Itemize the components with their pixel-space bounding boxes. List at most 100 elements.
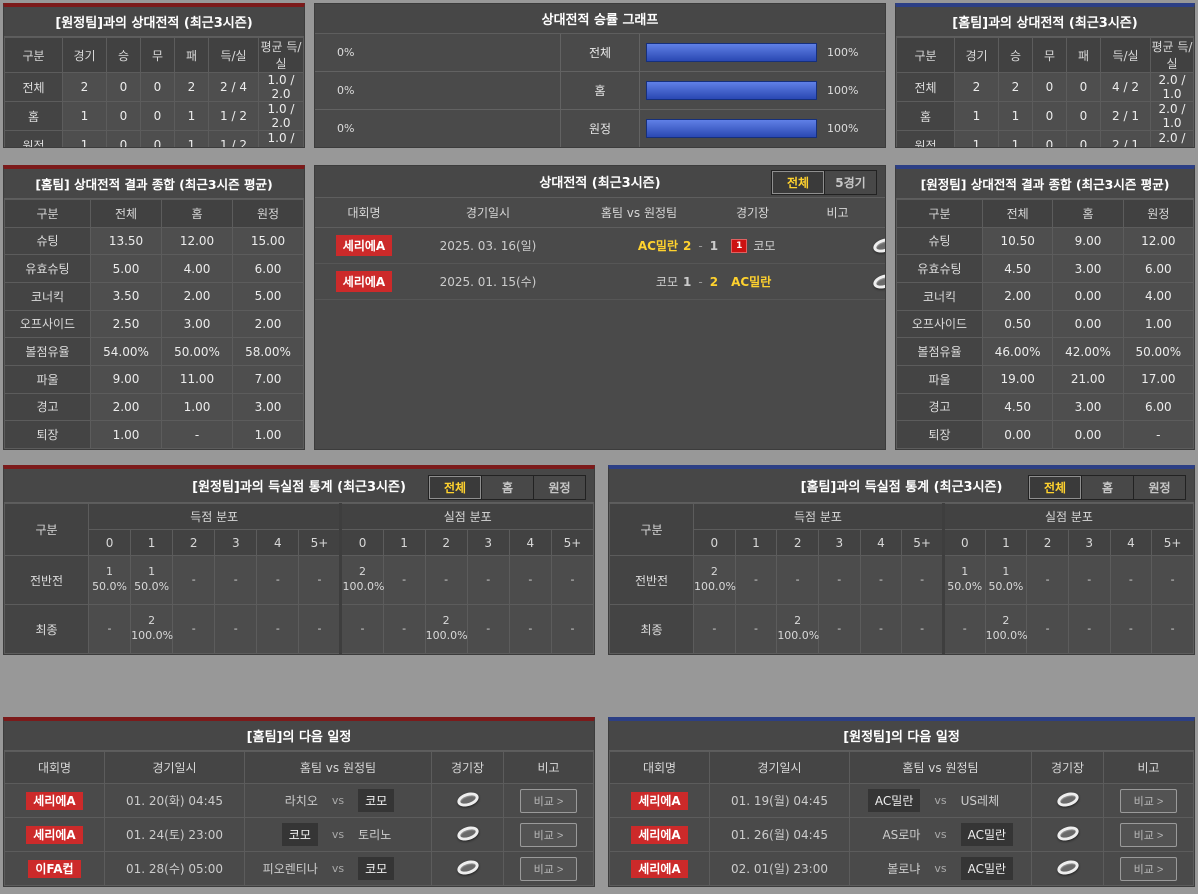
panel-title: [원정팀] 상대전적 결과 종합 (최근3시즌 평균) bbox=[896, 169, 1194, 199]
cell: 2.00 bbox=[981, 281, 1054, 311]
col-header-teams: 홈팀 vs 원정팀 bbox=[244, 751, 432, 784]
goals-tabs: 전체 홈 원정 bbox=[1028, 475, 1186, 500]
home-score: 2 bbox=[683, 238, 692, 253]
stadium-icon[interactable] bbox=[455, 857, 480, 877]
league-badge: 세리에A bbox=[335, 271, 393, 292]
col-header-date: 경기일시 bbox=[104, 751, 245, 784]
panel-title: [홈팀] 상대전적 결과 종합 (최근3시즌 평균) bbox=[4, 169, 304, 199]
cell: - bbox=[214, 604, 258, 654]
cell: - bbox=[1026, 604, 1069, 654]
cell: 50.00% bbox=[161, 337, 233, 366]
row-label: 경고 bbox=[896, 392, 983, 422]
bin: 2 bbox=[172, 529, 216, 556]
table-header-row: 구분 전체 홈 원정 bbox=[896, 199, 1194, 228]
schedule-row: 세리에A 02. 01(일) 23:00 볼로냐 vs AC밀란 비교 > bbox=[609, 851, 1194, 886]
cell: 7.00 bbox=[232, 364, 304, 394]
panel-title: [홈팀]의 다음 일정 bbox=[4, 721, 594, 751]
tab-home[interactable]: 홈 bbox=[1081, 476, 1133, 499]
panel-title: [홈팀]과의 상대전적 (최근3시즌) bbox=[896, 7, 1194, 37]
tab-away[interactable]: 원정 bbox=[533, 476, 585, 499]
goals-vs-away-table: 구분 득점 분포 실점 분포 0 1 2 3 4 5+ 0 1 2 3 4 5+ 전반전 1 50.0% 1 … bbox=[4, 503, 594, 654]
tab-away[interactable]: 원정 bbox=[1133, 476, 1185, 499]
table-header-row: 구분 전체 홈 원정 bbox=[4, 199, 304, 228]
compare-button[interactable]: 비교 > bbox=[519, 822, 578, 847]
cell: 6.00 bbox=[1122, 254, 1194, 283]
col-header: 전체 bbox=[90, 199, 162, 228]
cell: - bbox=[508, 604, 552, 654]
tab-home[interactable]: 홈 bbox=[481, 476, 533, 499]
tab-all[interactable]: 전체 bbox=[772, 171, 824, 194]
stadium-icon[interactable] bbox=[871, 235, 885, 256]
cell: 1.0 / 2.0 bbox=[258, 130, 304, 147]
match-date: 01. 26(월) 04:45 bbox=[709, 817, 850, 852]
row-label: 전체 bbox=[896, 72, 955, 102]
table-row: 경고 4.50 3.00 6.00 bbox=[896, 392, 1194, 422]
table-row: 퇴장 0.00 0.00- bbox=[896, 420, 1194, 449]
winrate-row-label: 홈 bbox=[560, 72, 640, 109]
stadium-icon[interactable] bbox=[455, 823, 480, 843]
cell: - bbox=[1151, 555, 1194, 605]
tab-last5[interactable]: 5경기 bbox=[824, 171, 876, 194]
cell: 1 bbox=[954, 101, 999, 131]
stadium-icon[interactable] bbox=[871, 271, 885, 292]
cell: 1 bbox=[174, 101, 209, 131]
bin: 1 bbox=[382, 529, 426, 556]
table-row: 퇴장 1.00-1.00 bbox=[4, 420, 304, 449]
row-label: 유효슈팅 bbox=[896, 254, 983, 283]
col-header-league: 대회명 bbox=[347, 206, 381, 220]
panel-title: 상대전적 승률 그래프 bbox=[315, 4, 885, 34]
stadium-icon[interactable] bbox=[1055, 789, 1080, 809]
cell: - bbox=[424, 555, 468, 605]
compare-button[interactable]: 비교 > bbox=[519, 856, 578, 881]
panel-h2h-matches: 상대전적 (최근3시즌) 전체 5경기 대회명 경기일시 홈팀 vs 원정팀 경… bbox=[314, 165, 886, 450]
compare-button[interactable]: 비교 > bbox=[1119, 822, 1178, 847]
bin: 1 bbox=[984, 529, 1028, 556]
panel-away-schedule: [원정팀]의 다음 일정 대회명 경기일시 홈팀 vs 원정팀 경기장 비고 세리에A … bbox=[608, 717, 1195, 887]
cell: - bbox=[256, 604, 300, 654]
cell: 9.00 bbox=[1052, 226, 1124, 256]
tab-all[interactable]: 전체 bbox=[429, 476, 481, 499]
col-header: 패 bbox=[1066, 37, 1101, 73]
stadium-icon[interactable] bbox=[455, 789, 480, 809]
league-badge: 세리에A bbox=[26, 792, 83, 810]
cell: - bbox=[172, 604, 216, 654]
bin: 5+ bbox=[298, 529, 342, 556]
match-row: 세리에A 2025. 03. 16(일) AC밀란 2-1 1코모 결과 > bbox=[315, 228, 885, 264]
col-header-teams: 홈팀 vs 원정팀 bbox=[849, 751, 1032, 784]
bin: 0 bbox=[941, 529, 986, 556]
home-schedule-table: 대회명 경기일시 홈팀 vs 원정팀 경기장 비고 세리에A 01. 20(화) 04:… bbox=[4, 751, 594, 886]
group-header-scored: 득점 분포 bbox=[87, 503, 342, 530]
tab-all[interactable]: 전체 bbox=[1029, 476, 1081, 499]
cell: 2 100.0% bbox=[693, 555, 736, 605]
bins-header-row: 0 1 2 3 4 5+ 0 1 2 3 4 5+ bbox=[5, 529, 594, 556]
cell: 2.00 bbox=[161, 281, 233, 311]
table-row: 최종 - -2 100.0% - - - -2 100.0% - - - - bbox=[609, 604, 1194, 654]
away-winrate-value: 100% bbox=[827, 122, 859, 135]
home-summary-table: 구분 전체 홈 원정 슈팅 13.50 12.00 15.00 유효슈팅 5.00 4.00 6.… bbox=[4, 199, 304, 449]
cell: 4.50 bbox=[981, 254, 1054, 283]
stadium-icon[interactable] bbox=[1055, 823, 1080, 843]
bin: 4 bbox=[508, 529, 552, 556]
league-badge: 세리에A bbox=[631, 826, 688, 844]
cell: - bbox=[817, 555, 861, 605]
table-row: 유효슈팅 4.50 3.00 6.00 bbox=[896, 254, 1194, 283]
row-label: 퇴장 bbox=[896, 420, 983, 449]
cell: - bbox=[161, 420, 233, 449]
cell: 1 bbox=[998, 101, 1033, 131]
stadium-icon[interactable] bbox=[1055, 857, 1080, 877]
match-teams: 볼로냐 vs AC밀란 bbox=[850, 857, 1031, 880]
compare-button[interactable]: 비교 > bbox=[519, 788, 578, 813]
compare-button[interactable]: 비교 > bbox=[1119, 788, 1178, 813]
cell: - bbox=[1067, 555, 1111, 605]
col-header: 원정 bbox=[232, 199, 304, 228]
cell: 1 50.0% bbox=[87, 555, 132, 605]
cell: 0.00 bbox=[981, 420, 1054, 449]
cell: 0 bbox=[106, 130, 141, 147]
compare-button[interactable]: 비교 > bbox=[1119, 856, 1178, 881]
table-header-row: 구분 경기 승 무 패 득/실 평균 득/실 bbox=[896, 37, 1194, 73]
table-row: 볼점유율 54.00% 50.00% 58.00% bbox=[4, 337, 304, 366]
table-row: 최종 -2 100.0% - - - - - -2 100.0% - - - bbox=[4, 604, 594, 654]
